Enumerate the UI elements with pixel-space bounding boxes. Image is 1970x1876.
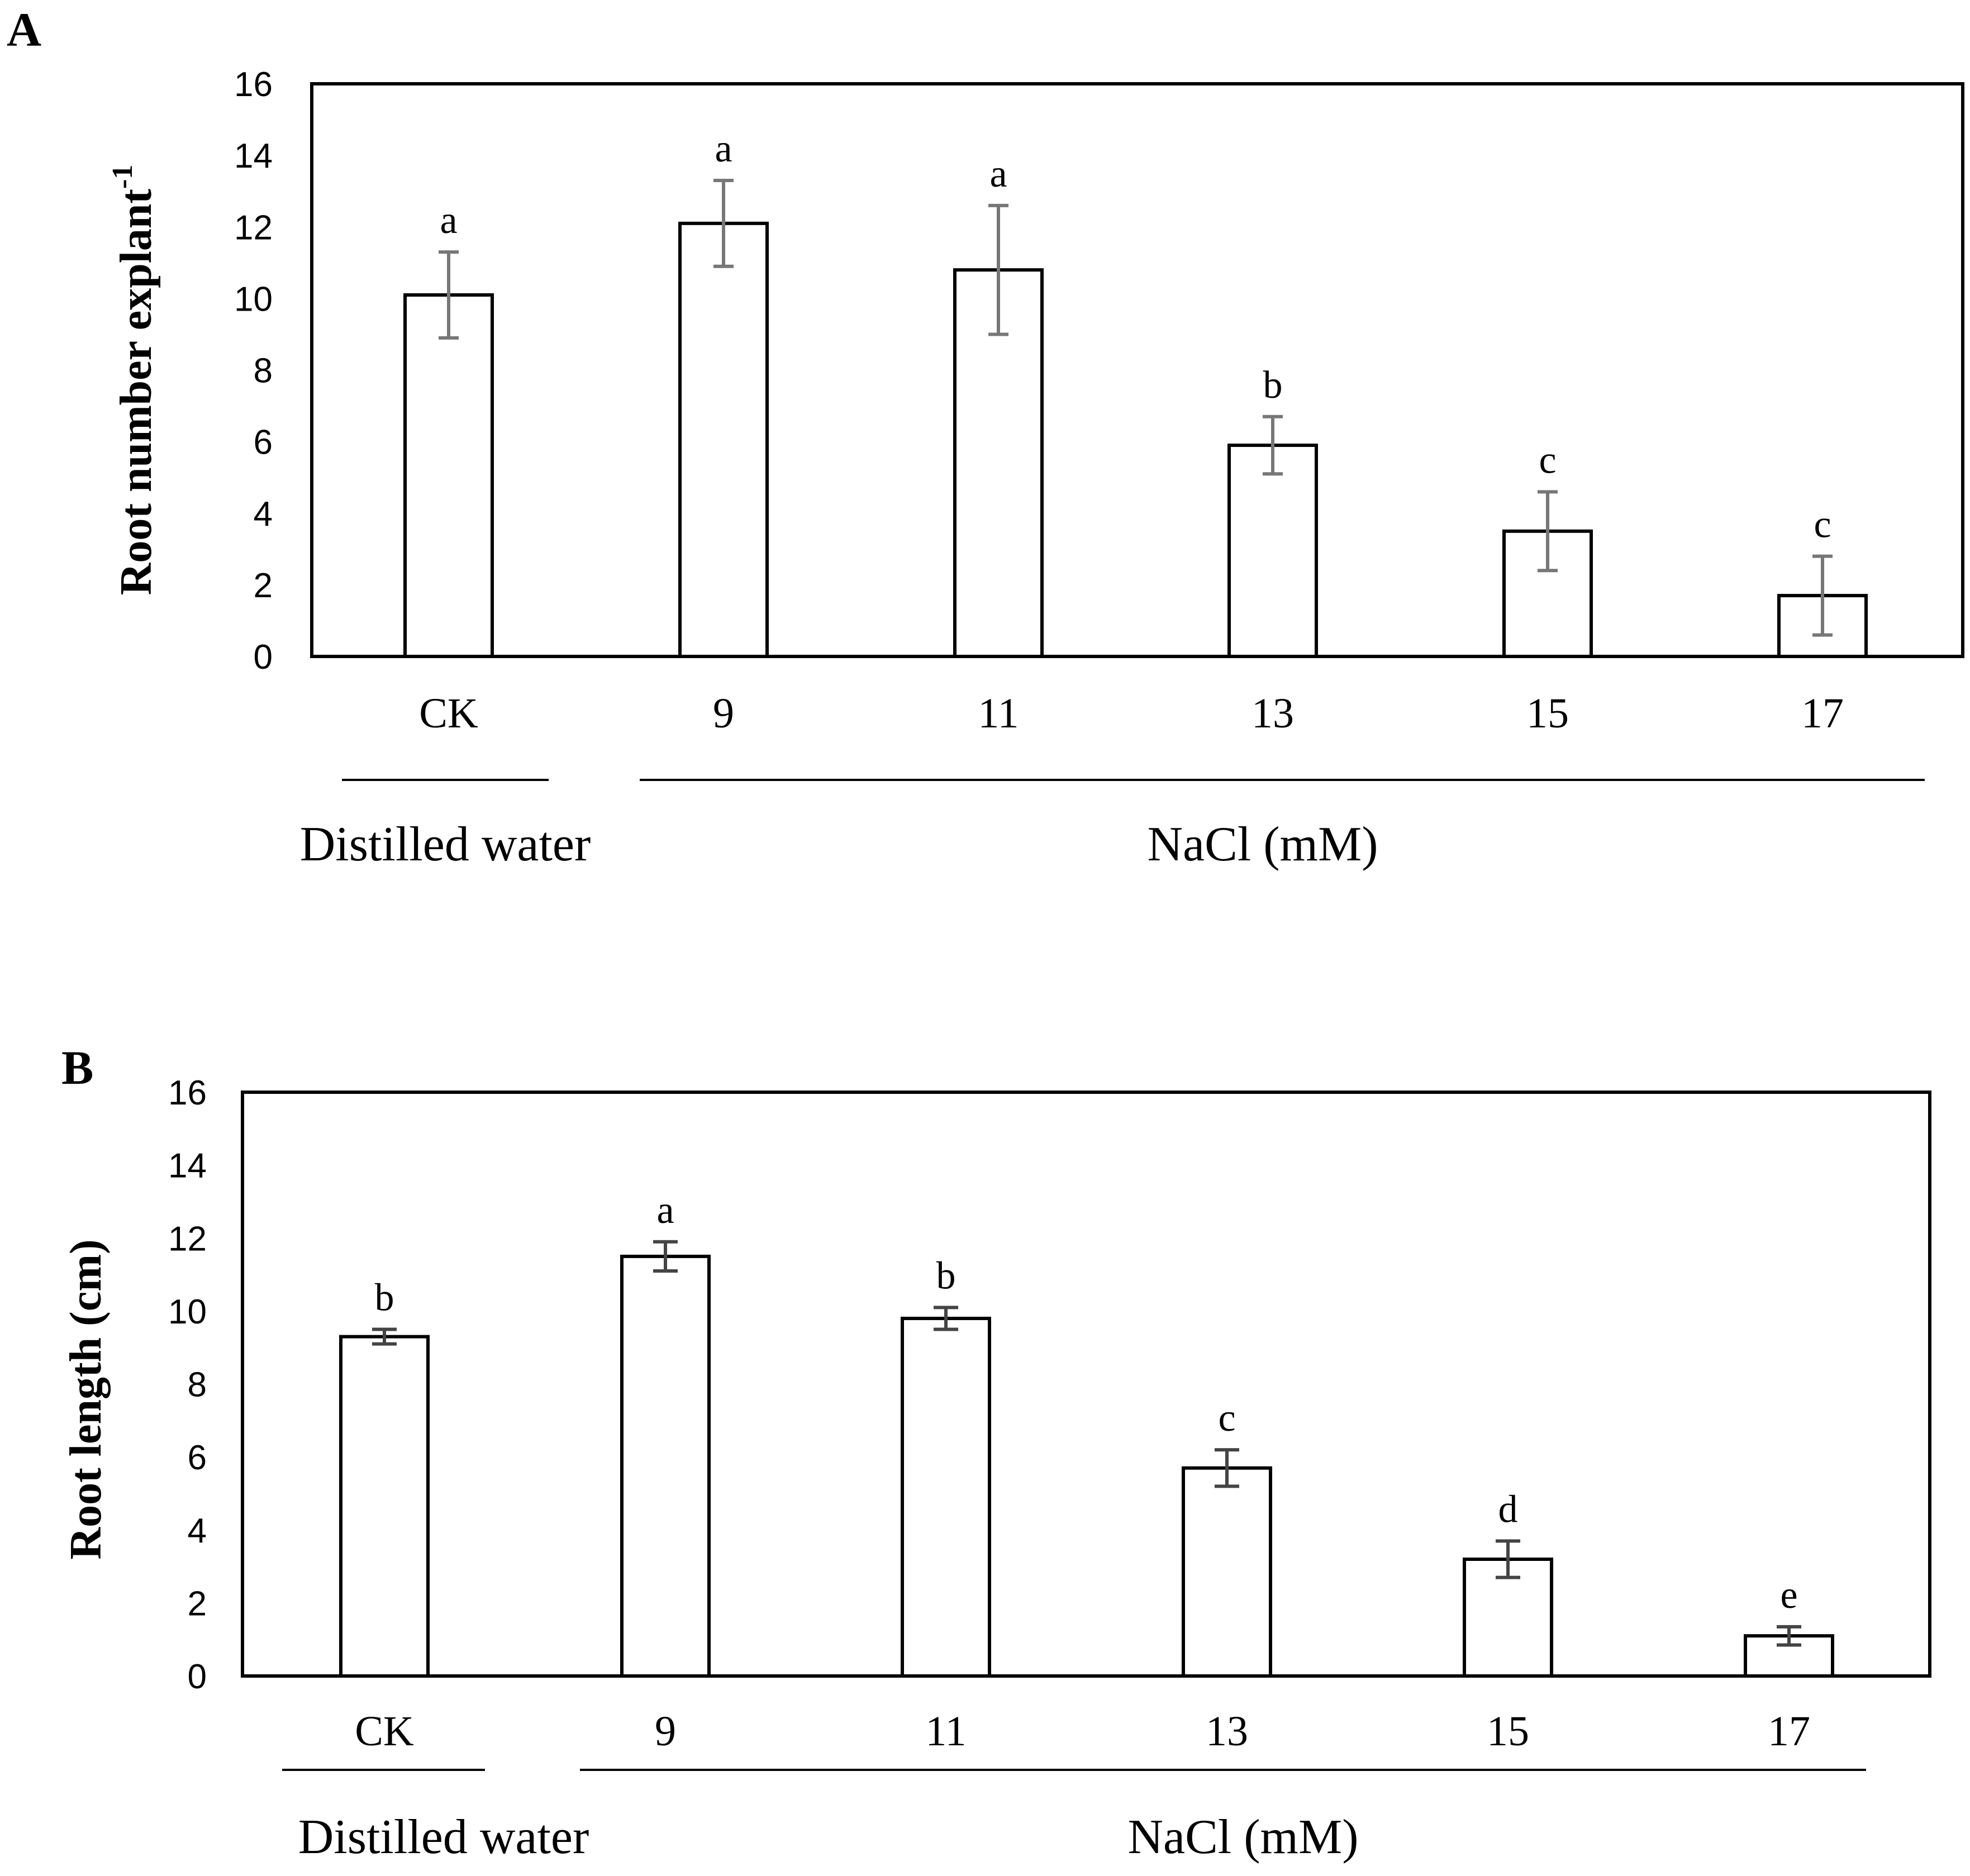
panel-a-y-ticks: 0 2 4 6 8 10 12 14 16: [234, 65, 273, 677]
panel-b-y-tick-label: 2: [188, 1584, 207, 1623]
panel-a-significance-letter: a: [989, 153, 1007, 196]
panel-a-y-tick-label: 10: [234, 280, 273, 318]
panel-b-error-bar-15: [1496, 1539, 1520, 1579]
panel-a-bar-13: [1227, 444, 1318, 658]
panel-b-significance-letter: b: [375, 1277, 394, 1320]
panel-b-x-tick-label: 13: [1206, 1708, 1248, 1755]
panel-a-y-axis-title: Root number explant-1: [107, 165, 161, 596]
panel-a-x-tick-label: 9: [713, 690, 734, 737]
panel-a-x-tick-label: 11: [978, 690, 1019, 737]
panel-a-significance-letters: a a a b c c: [440, 127, 1831, 546]
panel-b-x-tick-label: 17: [1768, 1708, 1810, 1755]
panel-a-significance-letter: b: [1263, 364, 1283, 407]
panel-b-y-tick-label: 10: [168, 1293, 207, 1331]
panel-b-significance-letter: c: [1218, 1397, 1235, 1440]
panel-b-significance-letter: e: [1780, 1574, 1797, 1617]
panel-b-y-tick-label: 16: [168, 1074, 207, 1112]
panel-a-error-bar-9: [713, 178, 734, 268]
panel-a-label: A: [7, 3, 41, 56]
panel-a-significance-letter: a: [440, 199, 457, 242]
panel-a-bars: [403, 221, 1868, 658]
panel-b-error-bar-ck: [372, 1327, 397, 1346]
panel-b-error-bars: [372, 1240, 1801, 1647]
panel-a-x-tick-label: CK: [419, 690, 478, 737]
panel-a-error-bar-11: [988, 203, 1008, 336]
panel-a-bar-9: [678, 221, 769, 658]
panel-a-x-tick-label: 13: [1252, 690, 1294, 737]
panel-b-error-bar-9: [653, 1240, 678, 1273]
panel-b-group-label-distilled-water: Distilled water: [298, 1810, 589, 1864]
panel-a-y-tick-label: 12: [234, 208, 273, 247]
panel-b-bar-9: [620, 1254, 711, 1678]
panel-b-y-tick-label: 8: [188, 1366, 207, 1404]
panel-b-y-tick-label: 6: [188, 1439, 207, 1477]
panel-b-significance-letter: b: [936, 1254, 956, 1297]
panel-a-y-axis-label-superscript: -1: [107, 165, 139, 189]
panel-b-x-tick-label: 11: [925, 1708, 966, 1755]
panel-b-significance-letter: a: [656, 1189, 674, 1232]
panel-b-y-tick-label: 0: [188, 1658, 207, 1696]
panel-b-y-tick-label: 4: [188, 1512, 207, 1550]
panel-a-bar-ck: [403, 293, 494, 658]
panel-a-significance-letter: c: [1814, 503, 1831, 546]
panel-b-error-bar-11: [934, 1306, 958, 1331]
panel-a-y-tick-label: 2: [254, 566, 273, 605]
panel-b-significance-letter: d: [1498, 1488, 1518, 1531]
panel-a-x-ticks: CK 9 11 13 15 17: [419, 690, 1844, 737]
panel-a-y-tick-label: 0: [254, 638, 273, 677]
panel-a-significance-letter: c: [1539, 439, 1556, 482]
panel-a-group-label-distilled-water: Distilled water: [300, 817, 591, 872]
panel-b-y-ticks: 0 2 4 6 8 10 12 14 16: [168, 1074, 207, 1696]
panel-a-x-tick-label: 17: [1801, 690, 1844, 737]
panel-b-significance-letters: b a b c d e: [375, 1189, 1798, 1617]
panel-a-y-tick-label: 8: [254, 352, 273, 391]
panel-a-error-bar-15: [1538, 490, 1558, 573]
panel-b-bars: [339, 1254, 1834, 1678]
panel-b-bar-15: [1463, 1558, 1553, 1678]
panel-b-bar-11: [901, 1316, 991, 1678]
panel-a-significance-letter: a: [715, 127, 732, 170]
panel-a-y-tick-label: 6: [254, 423, 273, 462]
panel-b-group-label-nacl: NaCl (mM): [1127, 1810, 1358, 1864]
panel-a-error-bar-17: [1812, 554, 1833, 637]
panel-b-x-ticks: CK 9 11 13 15 17: [355, 1708, 1810, 1755]
panel-a-group-label-nacl: NaCl (mM): [1147, 817, 1378, 872]
panel-a-error-bars: [439, 178, 1833, 637]
panel-a-x-tick-label: 15: [1526, 690, 1569, 737]
panel-a-error-bar-13: [1263, 415, 1283, 476]
panel-b-plot-frame: [241, 1091, 1931, 1678]
panel-b-bar-13: [1182, 1466, 1272, 1678]
panel-b-error-bar-17: [1777, 1625, 1801, 1647]
panel-b-y-tick-label: 12: [168, 1220, 207, 1258]
panel-b-y-tick-label: 14: [168, 1147, 207, 1185]
panel-a-y-tick-label: 14: [234, 137, 273, 175]
panel-a-y-tick-label: 4: [254, 495, 273, 534]
panel-b-x-tick-label: CK: [355, 1708, 414, 1755]
panel-a-plot-frame: [310, 82, 1964, 658]
panel-b-bar-ck: [339, 1335, 430, 1678]
panel-b-label: B: [61, 1041, 93, 1094]
panel-b-x-tick-label: 9: [655, 1708, 676, 1755]
panel-b-y-axis-label: Root length (cm): [61, 1239, 111, 1559]
panel-b-error-bar-13: [1215, 1448, 1239, 1488]
panel-b-x-tick-label: 15: [1487, 1708, 1529, 1755]
panel-a-y-tick-label: 16: [234, 65, 273, 104]
panel-a-error-bar-ck: [439, 250, 459, 340]
panel-a-y-axis-label: Root number explant: [112, 189, 161, 596]
